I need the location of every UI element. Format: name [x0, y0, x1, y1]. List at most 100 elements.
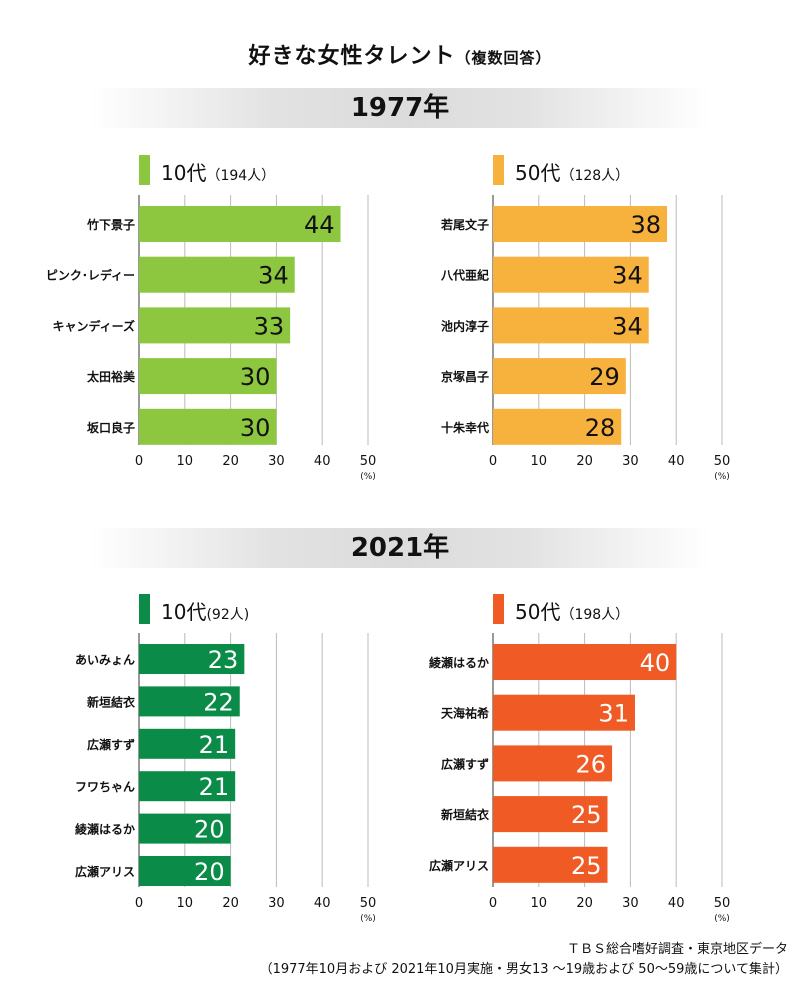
- category-label: 竹下景子: [86, 217, 135, 232]
- bar: [493, 358, 626, 395]
- x-tick-label: 0: [135, 454, 143, 469]
- bar: [493, 745, 613, 782]
- bar: [493, 307, 649, 344]
- page-title: 好きな女性タレント（複数回答）: [0, 38, 800, 70]
- bar: [139, 256, 295, 293]
- panel-count: （128人）: [560, 168, 630, 184]
- category-label: 池内淳子: [441, 318, 489, 333]
- panel-label: 50代（198人）: [515, 596, 629, 625]
- x-tick-label: 0: [489, 454, 497, 469]
- x-tick-label: 0: [489, 896, 497, 911]
- bar: [139, 408, 277, 445]
- bar: [139, 307, 291, 344]
- x-tick-label: 30: [268, 896, 285, 911]
- panel-swatch: [493, 155, 504, 185]
- category-label: 広瀬すず: [441, 756, 489, 771]
- bar: [139, 358, 277, 395]
- category-label: 広瀬アリス: [75, 864, 135, 879]
- x-tick-label: 50: [360, 896, 377, 911]
- category-label: 綾瀬はるか: [429, 655, 489, 670]
- data-label: 38: [630, 211, 661, 239]
- data-label: 34: [258, 262, 289, 290]
- x-tick-label: 30: [622, 896, 639, 911]
- category-label: あいみょん: [75, 653, 135, 667]
- panel-label: 10代(92人): [161, 596, 249, 625]
- year-band-2021: 2021年: [90, 528, 710, 568]
- bar: [493, 206, 668, 242]
- category-label: 綾瀬はるか: [75, 822, 135, 837]
- year-band-1977: 1977年: [90, 88, 710, 128]
- x-tick-label: 20: [576, 454, 593, 469]
- title-main: 好きな女性タレント: [248, 44, 456, 69]
- panel-swatch: [139, 155, 150, 185]
- x-tick-label: 40: [668, 454, 685, 469]
- x-unit-label: (%): [360, 472, 376, 482]
- chart-1977-50s: 0 10 20 30 40 50 (%) 若尾文子 38 八代亜紀 34 池内淳子 34 京塚昌子 29 十朱…: [440, 195, 731, 482]
- data-label: 34: [612, 312, 643, 340]
- data-label: 23: [208, 646, 239, 674]
- bar: [139, 644, 245, 674]
- data-label: 21: [199, 773, 230, 801]
- panel-head-1977-10s: 10代（194人）: [139, 155, 399, 185]
- panel-age: 10代: [161, 161, 207, 185]
- data-label: 20: [194, 816, 225, 844]
- data-label: 21: [199, 731, 230, 759]
- panel-age: 50代: [515, 161, 561, 185]
- panel-head-1977-50s: 50代（128人）: [493, 155, 753, 185]
- panel-label: 10代（194人）: [161, 157, 275, 186]
- data-label: 34: [612, 262, 643, 290]
- footer-source: ＴＢＳ総合嗜好調査・東京地区データ: [566, 942, 788, 957]
- data-label: 26: [576, 750, 607, 778]
- data-label: 25: [571, 852, 602, 880]
- chart-2021-50s: 0 10 20 30 40 50 (%) 綾瀬はるか 40 天海祐希 31 広瀬すず 26 新垣結衣 25 広…: [429, 633, 731, 924]
- data-label: 31: [598, 700, 629, 728]
- category-label: フワちゃん: [75, 780, 135, 794]
- panel-label: 50代（128人）: [515, 157, 629, 186]
- panel-head-2021-50s: 50代（198人）: [493, 594, 753, 624]
- panel-swatch: [493, 594, 504, 624]
- data-label: 30: [240, 363, 271, 391]
- panel-count: （198人）: [560, 607, 630, 623]
- x-tick-label: 50: [714, 454, 731, 469]
- category-label: 十朱幸代: [441, 420, 489, 435]
- bar: [493, 694, 635, 731]
- category-label: 広瀬アリス: [429, 858, 489, 873]
- data-label: 22: [203, 688, 234, 716]
- x-unit-label: (%): [714, 914, 730, 924]
- category-label: 若尾文子: [440, 217, 489, 232]
- title-sub: （複数回答）: [455, 49, 552, 67]
- footer-note: （1977年10月および 2021年10月実施・男女13 ～19歳および 50～…: [259, 962, 788, 977]
- x-tick-label: 10: [177, 454, 194, 469]
- x-tick-label: 50: [360, 454, 377, 469]
- x-tick-label: 30: [268, 454, 285, 469]
- x-tick-label: 10: [177, 896, 194, 911]
- data-label: 40: [640, 649, 671, 677]
- x-unit-label: (%): [714, 472, 730, 482]
- bar: [139, 856, 231, 886]
- bar: [493, 408, 622, 445]
- panel-head-2021-10s: 10代(92人): [139, 594, 399, 624]
- x-tick-label: 10: [531, 896, 548, 911]
- year-label: 2021年: [350, 533, 450, 563]
- data-label: 33: [254, 312, 285, 340]
- panel-count: （194人）: [206, 168, 276, 184]
- x-tick-label: 30: [622, 454, 639, 469]
- category-label: 新垣結衣: [441, 807, 489, 822]
- x-tick-label: 20: [222, 896, 239, 911]
- data-label: 28: [585, 414, 616, 442]
- category-label: 坂口良子: [87, 420, 135, 435]
- category-label: 広瀬すず: [87, 737, 135, 752]
- x-tick-label: 50: [714, 896, 731, 911]
- data-label: 30: [240, 414, 271, 442]
- bar: [139, 728, 236, 759]
- bar: [493, 846, 608, 883]
- data-label: 20: [194, 858, 225, 886]
- category-label: 天海祐希: [441, 706, 489, 721]
- x-tick-label: 20: [222, 454, 239, 469]
- x-tick-label: 0: [135, 896, 143, 911]
- bar: [139, 813, 231, 844]
- data-label: 44: [304, 211, 335, 239]
- category-label: 新垣結衣: [87, 694, 135, 709]
- bar: [139, 686, 240, 717]
